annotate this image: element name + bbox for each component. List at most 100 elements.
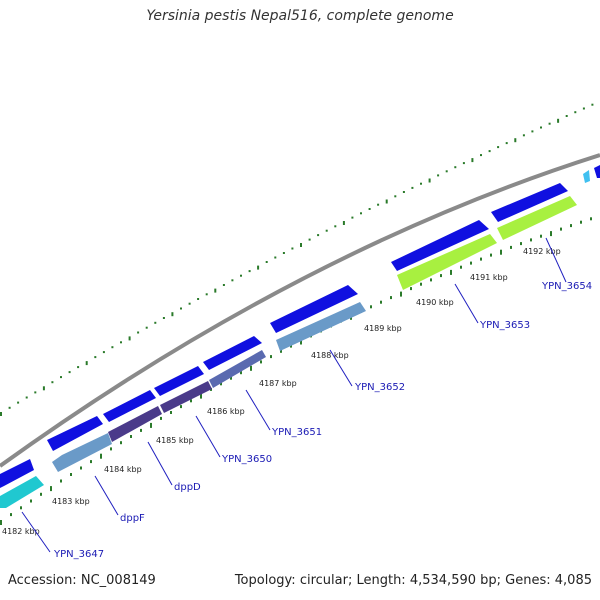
ring-dot <box>394 195 397 198</box>
gene-YPN_3647[interactable] <box>0 476 44 508</box>
gene-label-dppF[interactable]: dppF <box>120 513 145 524</box>
scale-label-4182: 4182 kbp <box>2 527 40 536</box>
ring-dot <box>222 284 225 286</box>
ring-dot <box>488 150 491 153</box>
scale-label-4191: 4191 kbp <box>470 273 508 282</box>
genome-backbone <box>0 153 600 468</box>
gene-forward-7[interactable] <box>391 220 489 271</box>
leader-YPN_3653 <box>454 283 479 324</box>
ring-dot <box>351 216 354 219</box>
scale-tick <box>190 399 192 403</box>
gene-dppF[interactable] <box>52 433 112 472</box>
ring-dot <box>368 208 371 210</box>
scale-tick <box>160 416 162 420</box>
ring-dot <box>505 142 508 145</box>
scale-tick <box>430 278 432 282</box>
gene-forward-9[interactable] <box>594 165 600 178</box>
scale-tick <box>570 224 572 228</box>
accession-info: Accession: NC_008149 <box>8 573 156 588</box>
scale-tick <box>40 492 42 496</box>
ring-dot <box>342 221 345 225</box>
scale-label-4190: 4190 kbp <box>416 298 454 307</box>
gene-dppD[interactable] <box>108 406 162 442</box>
scale-tick <box>450 269 452 275</box>
ring-dot <box>265 261 268 263</box>
gene-YPN_3652[interactable] <box>276 302 366 351</box>
ring-dot <box>557 118 560 123</box>
leader-YPN_3647 <box>21 511 51 553</box>
topology-value: circular; <box>299 573 353 588</box>
scale-tick <box>280 349 282 353</box>
scale-tick <box>220 382 222 386</box>
scale-tick <box>50 486 52 492</box>
gene-forward-6[interactable] <box>270 285 358 333</box>
ring-dot <box>454 166 457 169</box>
gene-label-YPN_3653[interactable]: YPN_3653 <box>479 320 530 331</box>
scale-ticks <box>0 217 592 525</box>
gene-forward-2[interactable] <box>47 416 103 451</box>
gene-YPN_3653[interactable] <box>397 234 497 290</box>
length-value: 4,534,590 bp; <box>409 573 502 588</box>
gene-label-YPN_3650[interactable]: YPN_3650 <box>221 454 272 465</box>
ring-dot <box>77 366 80 369</box>
ring-dot <box>60 376 62 379</box>
leader-dppF <box>94 475 119 516</box>
ring-dot <box>480 154 482 157</box>
gene-label-YPN_3651[interactable]: YPN_3651 <box>271 427 322 438</box>
scale-tick <box>20 506 22 510</box>
gene-YPN_3650[interactable] <box>160 381 212 413</box>
gene-label-dppD[interactable]: dppD <box>174 482 201 493</box>
gene-forward-8[interactable] <box>491 183 568 222</box>
gene-forward-4[interactable] <box>154 366 204 396</box>
length-label: Length: <box>356 573 406 588</box>
gene-YPN_3654[interactable] <box>497 196 577 240</box>
scale-tick <box>460 265 462 269</box>
scale-tick <box>580 220 582 224</box>
gene-label-YPN_3647[interactable]: YPN_3647 <box>53 549 104 560</box>
scale-tick <box>440 274 442 278</box>
scale-tick <box>300 339 302 345</box>
genome-title: Yersinia pestis Nepal516, complete genom… <box>146 8 454 24</box>
ring-dot <box>360 212 362 215</box>
ring-dot <box>205 293 208 296</box>
ring-dot <box>540 126 542 129</box>
ring-dot <box>154 321 157 324</box>
scale-tick <box>120 441 122 445</box>
leader-dppD <box>147 441 173 486</box>
leader-YPN_3652 <box>329 349 353 387</box>
ring-dot <box>171 312 174 317</box>
gene-small-cyan[interactable] <box>583 170 590 183</box>
gene-label-YPN_3652[interactable]: YPN_3652 <box>354 382 405 393</box>
ring-dot <box>317 234 320 237</box>
ring-dot <box>25 396 28 399</box>
ring-dot <box>214 288 217 293</box>
gene-forward-3[interactable] <box>103 390 156 422</box>
ring-dot <box>102 351 105 354</box>
scale-label-4185: 4185 kbp <box>156 436 194 445</box>
scale-tick <box>80 466 82 470</box>
ring-dot <box>51 381 54 384</box>
scale-tick <box>410 287 412 291</box>
ring-dot <box>248 270 251 273</box>
scale-tick <box>590 217 592 221</box>
ring-dot <box>334 225 337 228</box>
gene-label-YPN_3654[interactable]: YPN_3654 <box>541 281 592 292</box>
scale-label-4187: 4187 kbp <box>259 379 297 388</box>
gene-YPN_3651[interactable] <box>209 350 266 388</box>
ring-dot <box>377 203 380 206</box>
ring-dot <box>582 107 585 110</box>
ring-dot <box>428 178 431 183</box>
scale-label-4183: 4183 kbp <box>52 497 90 506</box>
ring-dot <box>120 341 122 344</box>
ring-dot <box>300 243 302 247</box>
leader-YPN_3654 <box>545 237 567 283</box>
scale-tick <box>110 447 112 451</box>
gene-forward-1[interactable] <box>0 459 34 488</box>
gene-forward-5[interactable] <box>203 336 262 370</box>
scale-tick <box>260 360 262 364</box>
scale-tick <box>510 245 512 249</box>
ring-dot <box>411 186 414 189</box>
ring-dot <box>548 122 551 125</box>
ring-dot <box>137 331 140 334</box>
ring-dot <box>574 111 577 114</box>
